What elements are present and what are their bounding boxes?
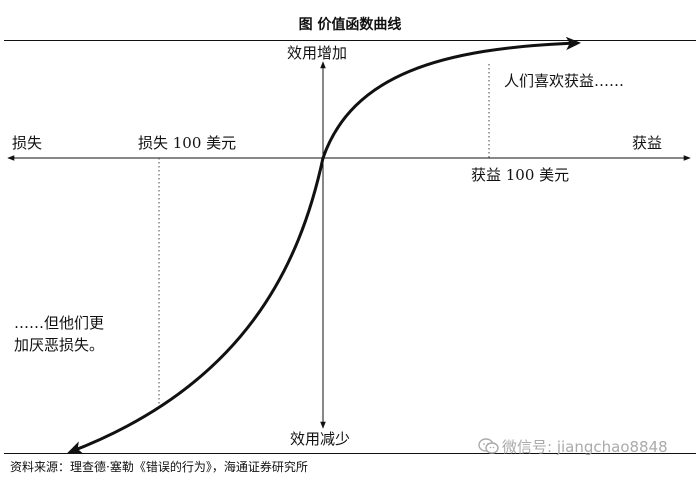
y-axis-bottom-label: 效用减少 (290, 430, 351, 448)
value-function-curve (321, 36, 581, 159)
top-rule (4, 40, 696, 41)
bottom-rule (4, 453, 696, 454)
gain-marker-label: 获益 100 美元 (471, 166, 570, 184)
wechat-icon (478, 437, 500, 459)
x-axis-left-label: 损失 (12, 134, 43, 152)
x-axis-right-label: 获益 (632, 134, 663, 152)
y-axis-top-label: 效用增加 (287, 44, 348, 62)
watermark-text: 微信号: jiangchao8848 (502, 438, 668, 456)
loss-annotation-line-1: ……但他们更 (14, 314, 105, 332)
figure-title: 图 价值函数曲线 (298, 17, 402, 33)
source-note: 资料来源：理查德·塞勒《错误的行为》，海通证券研究所 (10, 460, 308, 474)
watermark: 微信号: jiangchao8848 (478, 436, 668, 459)
gain-annotation: 人们喜欢获益…… (504, 72, 625, 90)
loss-annotation-line-2: 加厌恶损失。 (14, 336, 105, 354)
value-function-curve-loss (67, 157, 325, 455)
loss-marker-label: 损失 100 美元 (138, 134, 237, 152)
